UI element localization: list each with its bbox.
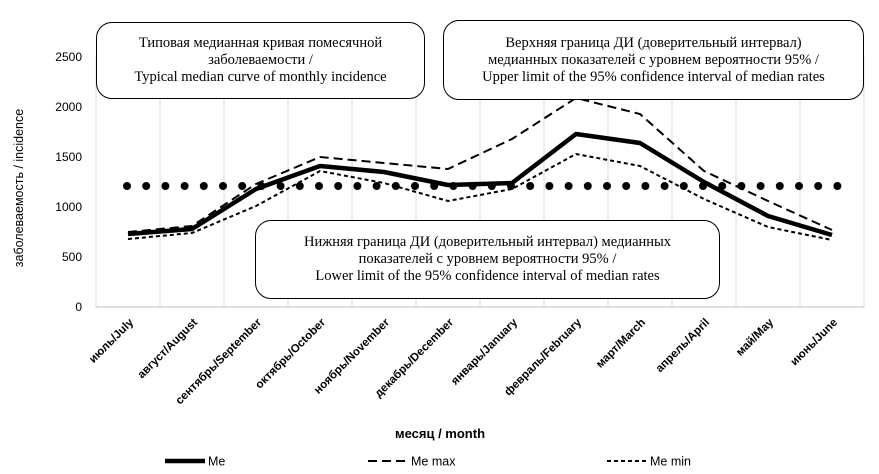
y-tick-label: 0: [75, 300, 82, 314]
x-tick-label: июль/July: [87, 316, 136, 365]
callout-upper-limit: Верхняя граница ДИ (доверительный интерв…: [443, 20, 864, 100]
series-line-me-min: [127, 152, 833, 241]
legend-label: Me min: [650, 455, 691, 469]
y-tick-label: 2500: [55, 50, 82, 64]
x-tick-label: апрель/April: [654, 317, 712, 375]
legend-label: Me max: [411, 455, 456, 469]
series-line-me-max: [127, 96, 833, 233]
y-axis-title: заболеваемость / incidence: [12, 109, 26, 267]
x-tick-label: март/March: [594, 317, 648, 371]
y-axis-ticks: 0 500 1000 1500 2000 2500: [55, 50, 82, 314]
x-tick-label: май/May: [734, 316, 776, 358]
x-tick-label: октябрь/October: [253, 316, 328, 391]
callout-median: Типовая медианная кривая помесячной забо…: [96, 22, 425, 99]
y-tick-label: 500: [62, 250, 82, 264]
x-axis-ticks: июль/July август/Augustсентябрь/September…: [87, 316, 840, 407]
x-tick-label: август/August: [136, 317, 201, 382]
y-tick-label: 1000: [55, 200, 82, 214]
x-axis-title: месяц / month: [395, 426, 485, 441]
legend: Me Me max Me min: [165, 455, 691, 469]
series-line-me: [127, 131, 833, 238]
x-tick-label: июнь/June: [789, 317, 841, 369]
series-lines: [123, 96, 846, 241]
y-tick-label: 2000: [55, 100, 82, 114]
callout-lower-limit: Нижняя граница ДИ (доверительный интерва…: [255, 220, 720, 299]
y-tick-label: 1500: [55, 150, 82, 164]
x-tick-label: январь/January: [449, 316, 520, 387]
legend-label: Me: [208, 455, 225, 469]
